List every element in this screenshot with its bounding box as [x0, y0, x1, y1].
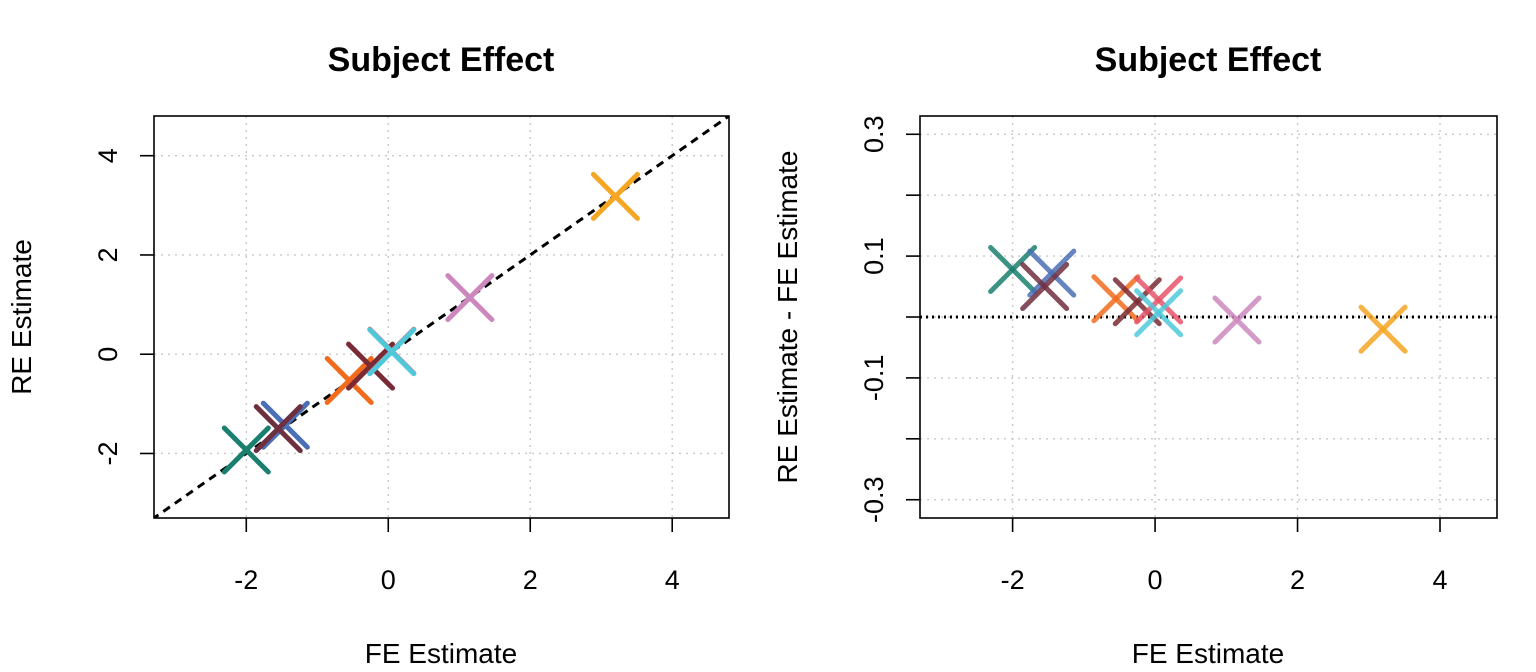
data-point — [988, 244, 1038, 294]
y-tick-label: 2 — [93, 247, 123, 262]
data-point — [346, 341, 396, 391]
x-axis: -2 0 2 4 — [234, 518, 680, 595]
data-point — [1020, 262, 1070, 312]
y-tick-label: -0.3 — [859, 476, 889, 523]
y-axis: -2 0 2 4 — [93, 148, 154, 465]
data-point — [221, 425, 271, 475]
x-tick-label: -2 — [1001, 565, 1025, 595]
y-tick-label: -2 — [93, 441, 123, 465]
scatter-panel-right: Subject Effect -2 0 2 4 -0.3 -0.1 0.1 0.3 FE E… — [772, 41, 1498, 669]
x-tick-label: 4 — [1432, 565, 1447, 595]
y-axis-label: RE Estimate - FE Estimate — [772, 151, 803, 484]
data-point — [260, 400, 310, 450]
chart-title: Subject Effect — [1095, 41, 1322, 79]
data-point — [324, 356, 374, 406]
scatter-panel-left: Subject Effect -2 0 2 4 -2 0 2 4 FE Estimate R… — [6, 41, 730, 669]
x-tick-label: 0 — [381, 565, 396, 595]
reference-line — [154, 116, 729, 518]
x-tick-label: 4 — [665, 565, 680, 595]
data-point — [367, 327, 417, 377]
data-point — [1027, 248, 1077, 298]
data-point — [590, 171, 640, 221]
data-point — [253, 404, 303, 454]
y-tick-label: -0.1 — [859, 355, 889, 402]
data-point — [1134, 275, 1184, 325]
data-point — [1358, 304, 1408, 354]
y-axis-label: RE Estimate — [6, 239, 37, 395]
x-tick-label: 2 — [523, 565, 538, 595]
plot-frame — [153, 115, 730, 519]
identity-line — [154, 116, 729, 518]
x-axis: -2 0 2 4 — [1001, 518, 1448, 595]
x-axis-label: FE Estimate — [365, 638, 517, 669]
data-points — [988, 244, 1408, 354]
x-tick-label: 2 — [1290, 565, 1305, 595]
y-tick-label: 4 — [93, 148, 123, 163]
x-tick-label: 0 — [1148, 565, 1163, 595]
x-axis-label: FE Estimate — [1132, 638, 1284, 669]
y-tick-label: 0.3 — [859, 115, 889, 153]
x-tick-label: -2 — [234, 565, 258, 595]
y-tick-label: 0 — [93, 347, 123, 362]
y-axis: -0.3 -0.1 0.1 0.3 — [859, 115, 920, 523]
data-point — [1091, 274, 1141, 324]
y-tick-label: 0.1 — [859, 237, 889, 275]
data-point — [1212, 295, 1262, 345]
chart-title: Subject Effect — [328, 41, 555, 79]
data-points — [221, 171, 640, 475]
data-point — [445, 273, 495, 323]
data-point — [1134, 288, 1184, 338]
grid — [154, 116, 729, 518]
